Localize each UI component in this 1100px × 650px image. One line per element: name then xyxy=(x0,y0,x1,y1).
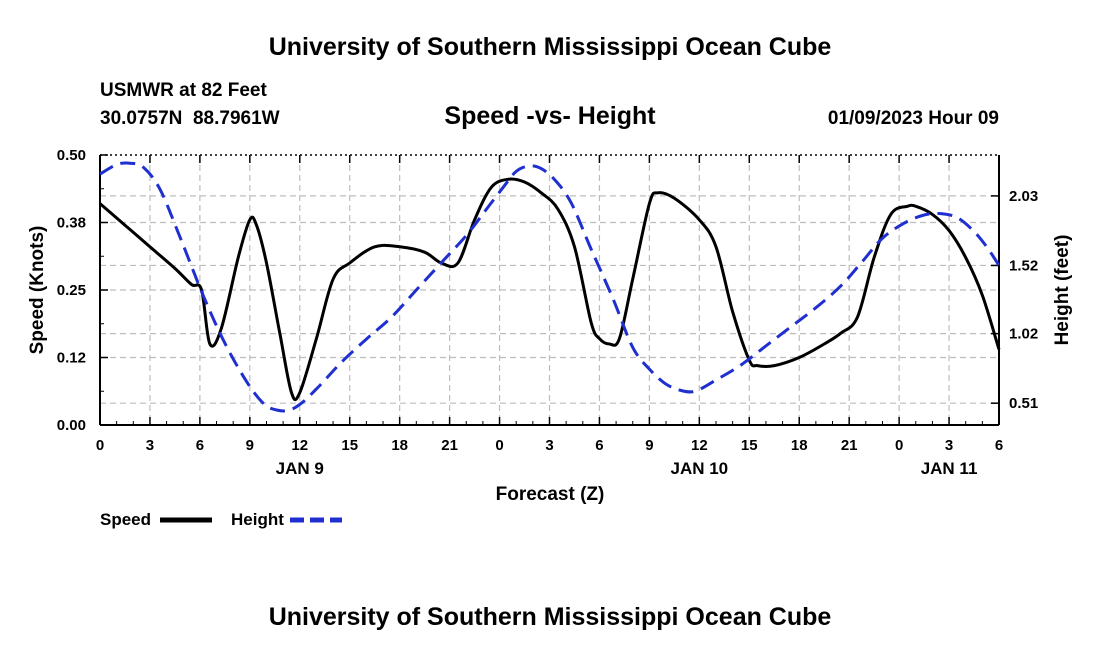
day-label: JAN 9 xyxy=(276,459,324,478)
x-tick-label: 0 xyxy=(495,437,503,454)
series-group xyxy=(99,161,1001,413)
x-tick-label: 3 xyxy=(945,437,953,454)
legend: Speed Height xyxy=(100,510,342,529)
x-tick-label: 15 xyxy=(341,437,358,454)
footer-title: University of Southern Mississippi Ocean… xyxy=(269,603,832,631)
x-tick-label: 15 xyxy=(741,437,758,454)
series-speed-line xyxy=(99,177,1001,402)
x-tick-label: 3 xyxy=(545,437,553,454)
x-axis-label: Forecast (Z) xyxy=(496,484,605,505)
y-right-tick-label: 1.02 xyxy=(1009,326,1038,343)
y-axis-left-label: Speed (Knots) xyxy=(27,226,48,355)
x-tick-label: 6 xyxy=(995,437,1003,454)
y-axis-right-label: Height (feet) xyxy=(1052,235,1073,346)
chart-title: University of Southern Mississippi Ocean… xyxy=(269,33,832,61)
x-tick-label: 18 xyxy=(791,437,808,454)
axes: 0 3 6 9 12 15 18 21 0 3 6 9 12 15 18 21 0 3 6 JAN 9 JAN 10 JA… xyxy=(57,147,1038,478)
legend-height-label: Height xyxy=(231,510,284,529)
x-tick-label: 9 xyxy=(246,437,254,454)
y-right-tick-label: 2.03 xyxy=(1009,188,1038,205)
y-right-tick-label: 1.52 xyxy=(1009,257,1038,274)
x-tick-label: 21 xyxy=(441,437,458,454)
x-tick-label: 6 xyxy=(595,437,603,454)
x-tick-label: 6 xyxy=(196,437,204,454)
day-label: JAN 11 xyxy=(921,459,978,478)
x-tick-label: 3 xyxy=(146,437,154,454)
y-left-tick-label: 0.00 xyxy=(57,417,86,434)
y-left-tick-label: 0.50 xyxy=(57,147,86,164)
coordinates-label: 30.0757N 88.7961W xyxy=(100,108,280,129)
datetime-label: 01/09/2023 Hour 09 xyxy=(828,108,999,129)
legend-speed-label: Speed xyxy=(100,510,151,529)
y-left-tick-label: 0.25 xyxy=(57,282,86,299)
x-tick-label: 12 xyxy=(691,437,708,454)
station-label: USMWR at 82 Feet xyxy=(100,80,267,101)
day-label: JAN 10 xyxy=(671,459,729,478)
x-tick-label: 9 xyxy=(645,437,653,454)
x-tick-label: 21 xyxy=(841,437,858,454)
x-tick-label: 0 xyxy=(895,437,903,454)
series-height-line xyxy=(99,161,1001,413)
x-tick-label: 0 xyxy=(96,437,104,454)
y-left-tick-label: 0.38 xyxy=(57,215,86,232)
y-left-tick-label: 0.12 xyxy=(57,350,86,367)
chart-subtitle: Speed -vs- Height xyxy=(444,102,656,130)
y-right-tick-label: 0.51 xyxy=(1009,395,1038,412)
x-tick-label: 12 xyxy=(291,437,308,454)
x-tick-label: 18 xyxy=(391,437,408,454)
